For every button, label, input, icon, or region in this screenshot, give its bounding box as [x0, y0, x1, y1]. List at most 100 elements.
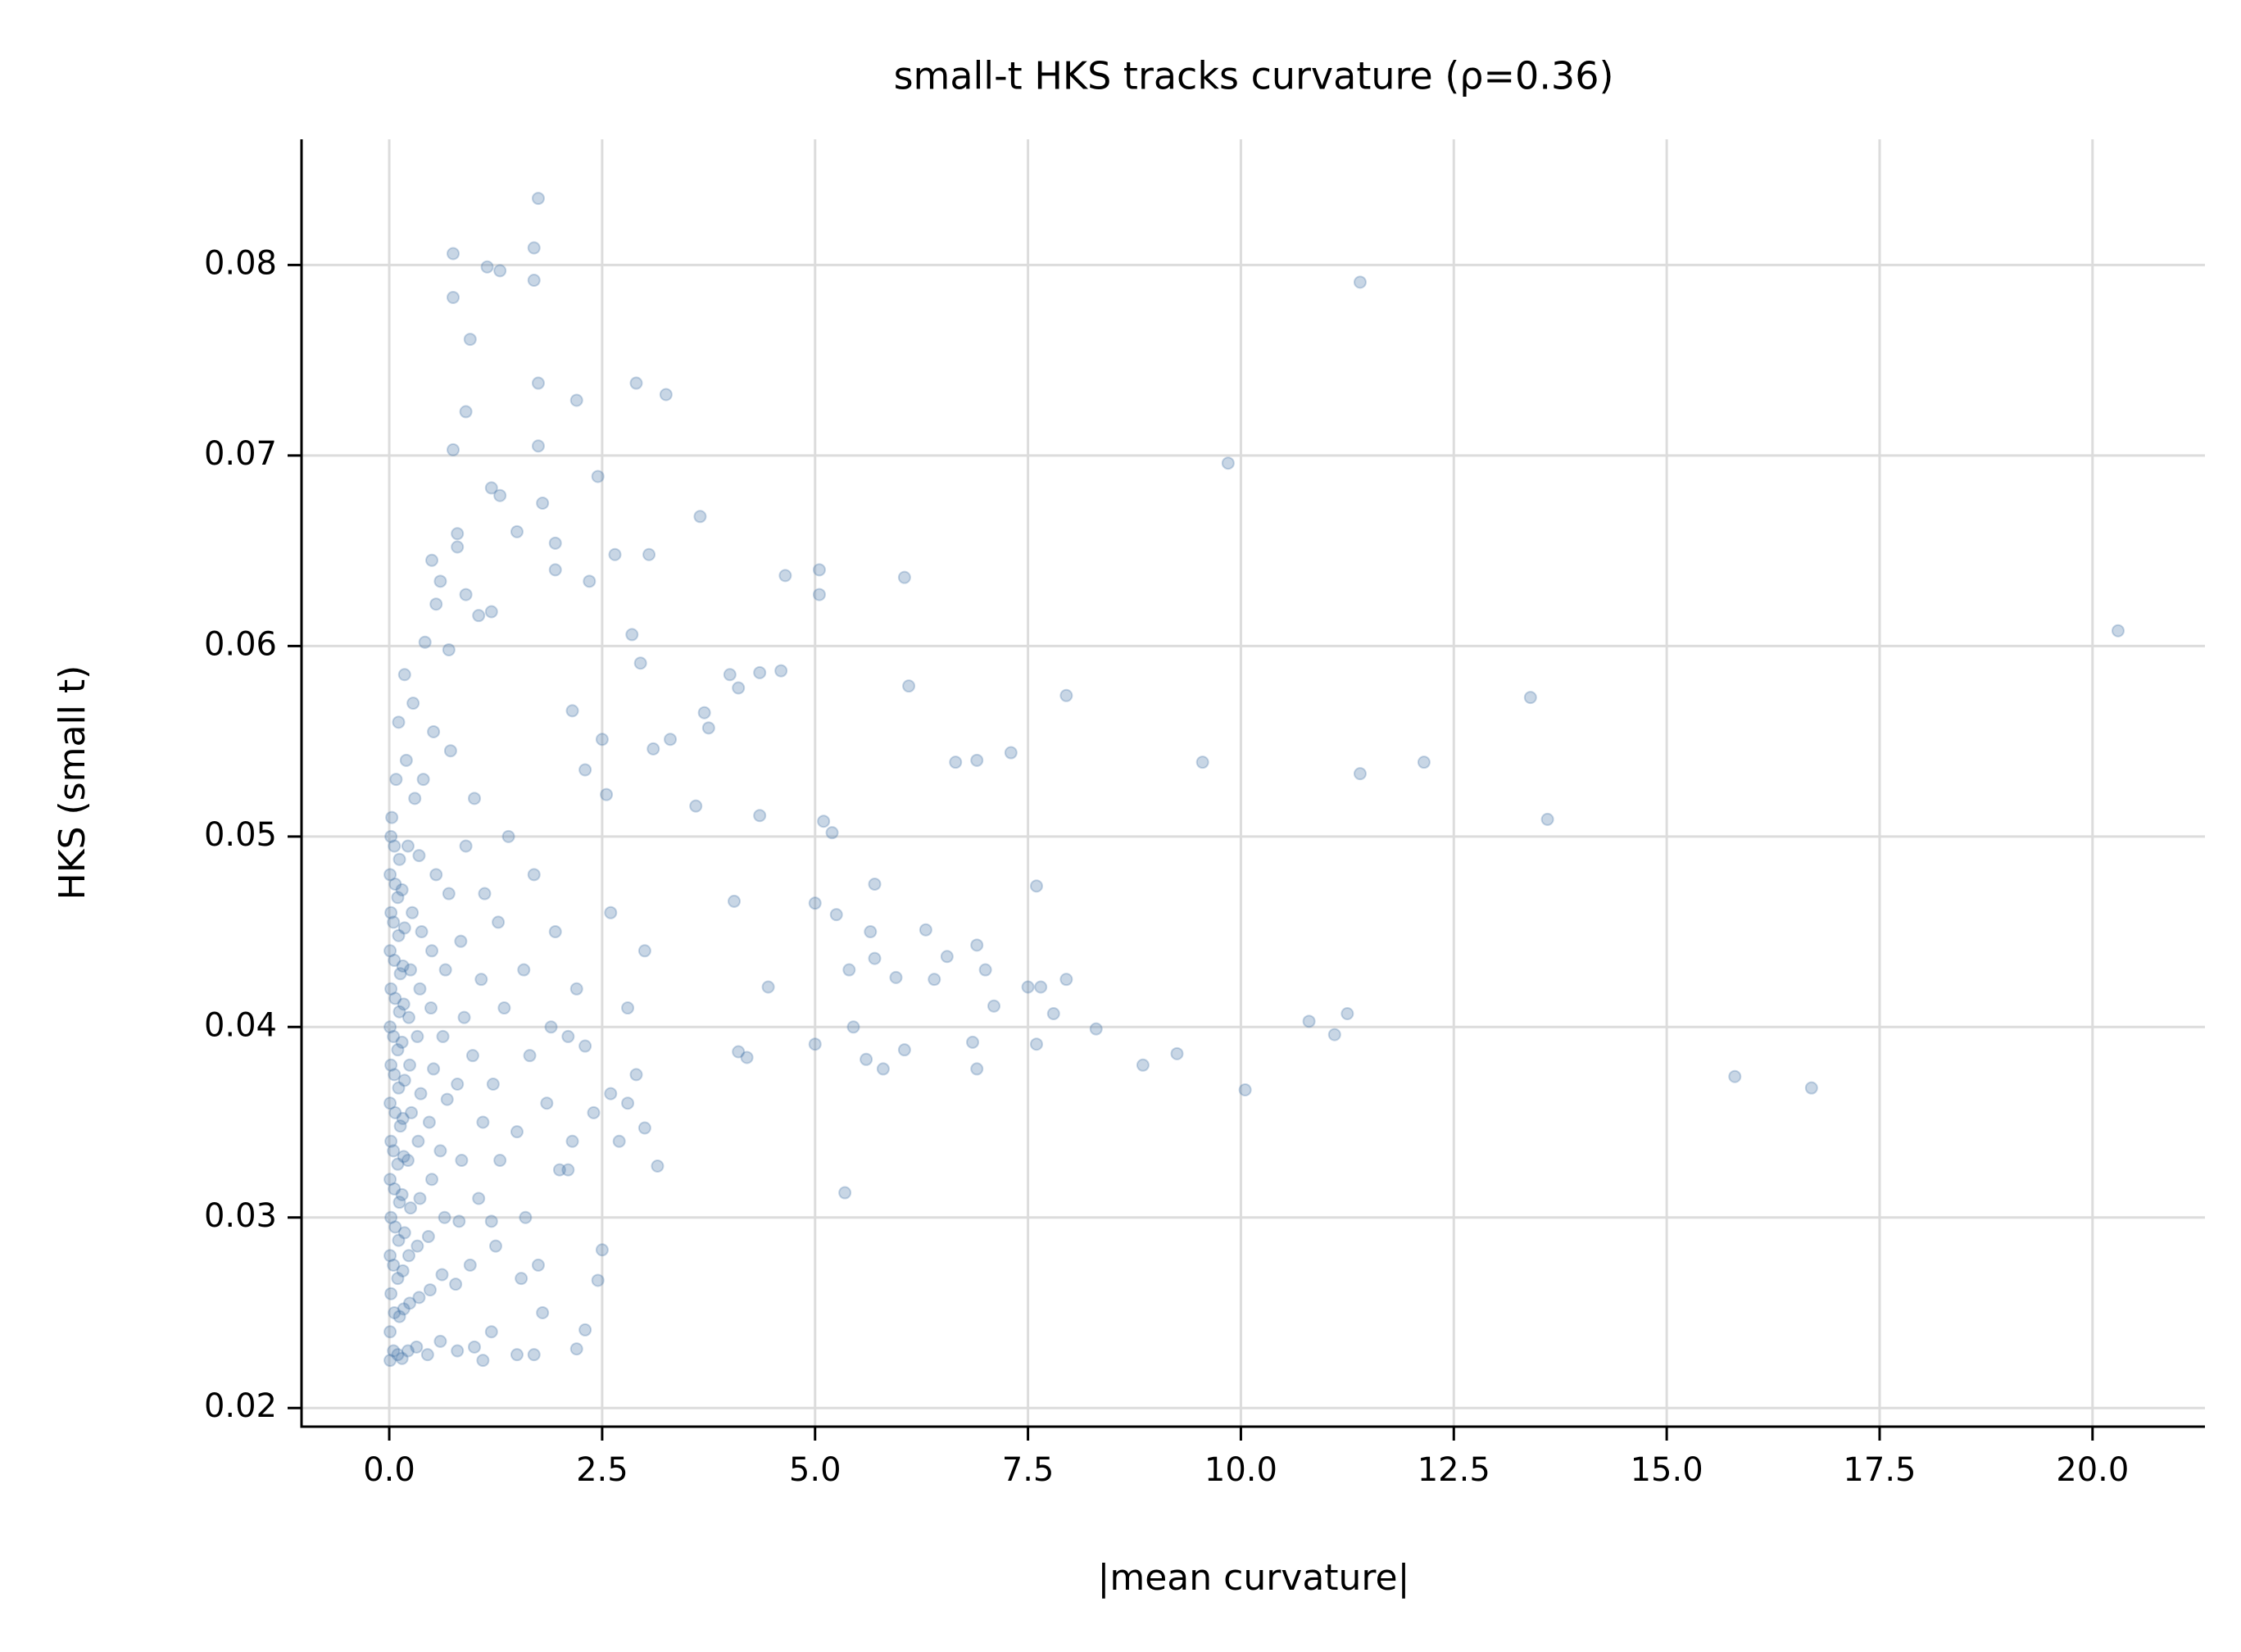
- point: [897, 570, 911, 584]
- point: [423, 1283, 437, 1297]
- point: [387, 1344, 401, 1358]
- point: [443, 744, 457, 758]
- point: [474, 973, 488, 987]
- point: [395, 1187, 409, 1201]
- point: [451, 1078, 465, 1092]
- point: [740, 1051, 754, 1064]
- point: [949, 756, 963, 769]
- point: [548, 563, 562, 577]
- point: [493, 1154, 507, 1168]
- point: [383, 1096, 397, 1110]
- point: [488, 1239, 502, 1253]
- point: [492, 915, 506, 929]
- point: [391, 1348, 405, 1362]
- point: [395, 1351, 409, 1365]
- point: [463, 1258, 477, 1272]
- point: [411, 1239, 424, 1253]
- point: [406, 905, 420, 919]
- point: [1327, 1028, 1341, 1042]
- y-tick-label: 0.03: [204, 1197, 277, 1235]
- point: [1417, 756, 1431, 769]
- point: [732, 1045, 746, 1059]
- point: [970, 1062, 984, 1076]
- point: [387, 1258, 401, 1272]
- point: [569, 393, 583, 407]
- point: [701, 721, 715, 735]
- point: [583, 574, 597, 588]
- point: [392, 1233, 406, 1247]
- point: [1004, 746, 1018, 760]
- point: [447, 442, 460, 456]
- point: [1021, 980, 1035, 994]
- point: [388, 1182, 401, 1196]
- point: [397, 1073, 411, 1087]
- point: [401, 1249, 415, 1263]
- point: [447, 290, 460, 304]
- point: [587, 1105, 601, 1119]
- point: [728, 894, 742, 908]
- point: [433, 1144, 447, 1158]
- point: [388, 1305, 401, 1319]
- point: [388, 839, 401, 853]
- point: [510, 1125, 524, 1139]
- point: [440, 1092, 454, 1106]
- point: [442, 643, 456, 657]
- point: [1728, 1069, 1742, 1083]
- point: [391, 1157, 405, 1171]
- point: [897, 1043, 911, 1057]
- point: [987, 999, 1001, 1013]
- point: [604, 905, 618, 919]
- point: [392, 715, 406, 729]
- point: [411, 1029, 424, 1043]
- point: [864, 925, 878, 939]
- point: [472, 1191, 486, 1205]
- point: [531, 376, 545, 390]
- point: [812, 563, 826, 577]
- point: [422, 1115, 436, 1129]
- point: [591, 470, 605, 483]
- point: [451, 540, 465, 554]
- point: [2111, 624, 2125, 638]
- point: [1238, 1083, 1252, 1097]
- point: [486, 1078, 500, 1092]
- point: [493, 488, 507, 502]
- point: [396, 1111, 410, 1125]
- x-tick-label: 5.0: [789, 1451, 842, 1489]
- point: [436, 1029, 450, 1043]
- point: [383, 868, 397, 882]
- point: [425, 1173, 439, 1187]
- point: [889, 970, 903, 984]
- point: [384, 1210, 398, 1224]
- point: [396, 1264, 410, 1278]
- point: [646, 742, 660, 756]
- x-tick-label: 12.5: [1418, 1451, 1490, 1489]
- y-tick-label: 0.04: [204, 1006, 277, 1044]
- point: [478, 887, 492, 901]
- x-tick-label: 20.0: [2056, 1451, 2129, 1489]
- point: [629, 376, 643, 390]
- point: [385, 810, 399, 824]
- point: [383, 1325, 397, 1339]
- point: [608, 547, 622, 561]
- point: [637, 944, 651, 958]
- point: [510, 524, 524, 538]
- point: [467, 1340, 481, 1354]
- point: [515, 1272, 528, 1286]
- point: [536, 497, 550, 511]
- point: [565, 1134, 579, 1148]
- point: [651, 1159, 665, 1173]
- point: [664, 733, 678, 747]
- point: [447, 247, 460, 261]
- point: [387, 1144, 401, 1158]
- point: [860, 1052, 873, 1066]
- point: [625, 628, 639, 642]
- point: [527, 274, 541, 288]
- point: [1034, 980, 1048, 994]
- point: [868, 951, 882, 965]
- point: [387, 915, 401, 929]
- point: [387, 1029, 401, 1043]
- point: [433, 1334, 447, 1348]
- point: [395, 1035, 409, 1049]
- point: [531, 192, 545, 206]
- point: [392, 1005, 406, 1019]
